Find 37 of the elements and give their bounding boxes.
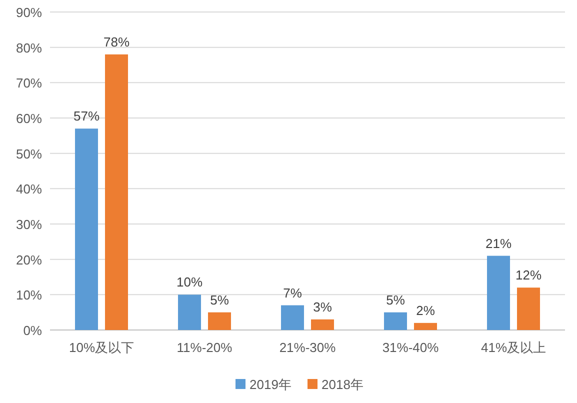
bar — [487, 256, 510, 330]
y-tick-label: 10% — [16, 288, 42, 303]
data-label: 78% — [103, 34, 130, 50]
x-tick-label: 10%及以下 — [68, 340, 134, 355]
data-label: 3% — [313, 299, 332, 314]
data-label: 21% — [485, 236, 512, 251]
data-label: 57% — [73, 108, 100, 124]
data-label: 10% — [176, 274, 203, 290]
bar — [178, 294, 201, 330]
x-tick-label: 11%-20% — [176, 340, 233, 355]
y-tick-label: 0% — [23, 323, 42, 338]
data-label: 5% — [210, 292, 230, 308]
y-tick-label: 20% — [16, 252, 42, 268]
bar — [105, 54, 128, 330]
y-tick-label: 80% — [16, 40, 42, 56]
data-label: 7% — [283, 285, 302, 300]
bar — [281, 305, 304, 330]
x-tick-label: 41%及以上 — [480, 340, 546, 355]
y-tick-label: 70% — [16, 76, 42, 91]
bar — [75, 128, 98, 330]
y-tick-label: 30% — [16, 217, 42, 232]
y-tick-label: 50% — [16, 146, 42, 162]
data-label: 5% — [386, 292, 406, 308]
bar — [414, 322, 437, 330]
data-label: 12% — [515, 268, 542, 283]
bar — [311, 319, 334, 330]
data-label: 2% — [416, 302, 436, 318]
y-tick-label: 40% — [16, 182, 42, 197]
bar — [517, 288, 540, 330]
y-tick-label: 90% — [16, 5, 42, 20]
y-tick-label: 60% — [16, 111, 42, 126]
legend-label: 2019年 — [250, 377, 292, 392]
x-tick-label: 31%-40% — [382, 340, 440, 355]
x-tick-label: 21%-30% — [279, 340, 336, 355]
bar — [384, 312, 407, 330]
bar — [208, 312, 231, 330]
legend-label: 2018年 — [322, 377, 364, 392]
